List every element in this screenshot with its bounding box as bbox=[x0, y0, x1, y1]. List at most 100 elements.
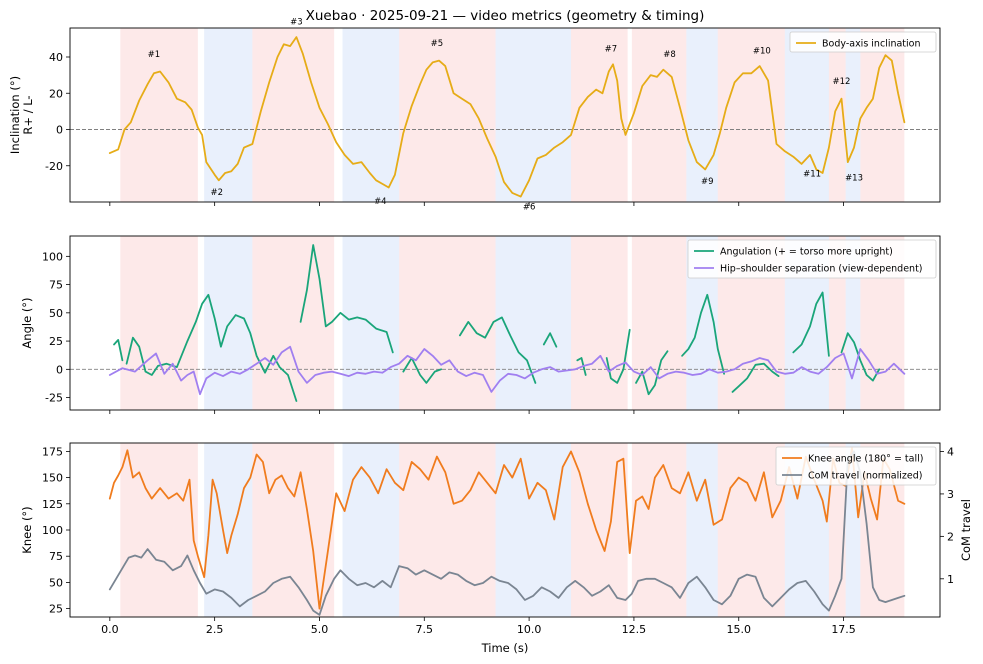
legend-entry-0: Angulation (+ = torso more upright) bbox=[720, 247, 893, 258]
y-tick-label-0: -25 bbox=[45, 392, 63, 405]
phase-span-5 bbox=[495, 28, 572, 202]
legend-entry-0: Body-axis inclination bbox=[822, 39, 921, 50]
phase-span-7 bbox=[631, 28, 687, 202]
phase-span-3 bbox=[342, 28, 400, 202]
phase-span-1 bbox=[204, 28, 253, 202]
peak-label-1: #2 bbox=[210, 188, 223, 198]
plot-area bbox=[70, 28, 940, 202]
phase-span-6 bbox=[571, 28, 628, 202]
series-line-0-segment-12 bbox=[840, 332, 881, 382]
phase-span-4 bbox=[399, 28, 496, 202]
legend-box bbox=[775, 446, 937, 486]
phase-span-2 bbox=[252, 28, 335, 202]
phase-span-8 bbox=[686, 28, 718, 202]
series-line-0-segment-11 bbox=[792, 291, 830, 357]
peak-label-7: #8 bbox=[663, 50, 676, 60]
series-line-0-segment-8 bbox=[635, 350, 669, 396]
series-line-0-segment-0 bbox=[113, 339, 124, 362]
series-line-0-segment-0 bbox=[108, 447, 906, 610]
peak-label-12: #13 bbox=[845, 173, 863, 183]
phase-span-4 bbox=[399, 236, 496, 410]
panel-angle: -25 0 25 50 75 100 Angle (°) Angulation (+ = to… bbox=[20, 235, 941, 414]
x-tick-label-0: 0.0 bbox=[101, 623, 119, 636]
x-tick-label-3: 7.5 bbox=[416, 623, 434, 636]
y-tick-label-2: 20 bbox=[49, 87, 63, 100]
phase-span-11 bbox=[828, 236, 846, 410]
phase-span-9 bbox=[717, 28, 785, 202]
phase-span-3 bbox=[342, 443, 400, 617]
series-line-0-segment-1 bbox=[125, 293, 298, 402]
x-tick-label-5: 12.5 bbox=[622, 623, 647, 636]
x-tick-label-4: 10.0 bbox=[517, 623, 542, 636]
y-axis-label-secondary: R+ / L- bbox=[21, 95, 35, 134]
y-tick-label-1: 0 bbox=[56, 363, 63, 376]
legend-entry-1: Hip–shoulder separation (view-dependent) bbox=[720, 264, 923, 275]
y-axis-label: Inclination (°) bbox=[8, 76, 22, 154]
phase-span-6 bbox=[571, 443, 628, 617]
y-tick-label-6: 175 bbox=[42, 445, 63, 458]
phase-span-7 bbox=[631, 443, 687, 617]
series-line-0-segment-9 bbox=[681, 293, 725, 375]
axes-frame bbox=[69, 27, 941, 203]
phase-span-13 bbox=[860, 28, 905, 202]
phase-span-0 bbox=[120, 236, 198, 410]
phase-span-4 bbox=[399, 443, 496, 617]
x-axis-label: Time (s) bbox=[481, 641, 529, 655]
axes-frame bbox=[69, 235, 941, 411]
y-tick-label-3: 100 bbox=[42, 524, 63, 537]
y-tick-label-0: 25 bbox=[49, 603, 63, 616]
series-line-0-segment-6 bbox=[576, 357, 587, 376]
peak-label-9: #10 bbox=[753, 46, 771, 56]
series-line-1-segment-0 bbox=[108, 345, 906, 396]
y-tick-label-4: 125 bbox=[42, 498, 63, 511]
phase-span-0 bbox=[120, 443, 198, 617]
panel-knee: 0.0 2.5 5.0 7.5 10.0 12.5 15.0 17.5 25 50 75 100 125… bbox=[20, 442, 973, 636]
phase-span-9 bbox=[717, 443, 785, 617]
peak-label-8: #9 bbox=[701, 177, 714, 187]
legend-entry-1: CoM travel (normalized) bbox=[808, 471, 922, 482]
series-line-0-segment-4 bbox=[459, 316, 537, 384]
panel-inclination: #1#2#3#4#5#6#7#8#9#10#11#12#13-2002040In… bbox=[8, 17, 941, 212]
peak-label-5: #6 bbox=[523, 202, 536, 212]
y-right-tick-label-3: 4 bbox=[947, 445, 954, 458]
phase-span-7 bbox=[631, 236, 687, 410]
y-tick-label-3: 50 bbox=[49, 307, 63, 320]
phase-span-11 bbox=[828, 28, 846, 202]
series-line-1-segment-0 bbox=[108, 450, 906, 616]
series-line-0-segment-0 bbox=[108, 36, 906, 198]
y-right-tick-label-1: 2 bbox=[947, 530, 954, 543]
y-tick-label-3: 40 bbox=[49, 51, 63, 64]
series-line-0-segment-3 bbox=[402, 357, 442, 384]
legend-box bbox=[789, 31, 937, 53]
peak-label-6: #7 bbox=[605, 45, 618, 55]
peak-label-10: #11 bbox=[803, 170, 821, 180]
legend-entry-0: Knee angle (180° = tall) bbox=[808, 454, 923, 465]
chart-title: Xuebao · 2025-09-21 — video metrics (geo… bbox=[306, 8, 705, 24]
y-right-axis-label: CoM travel bbox=[959, 499, 973, 561]
y-tick-label-1: 50 bbox=[49, 576, 63, 589]
y-right-tick-label-0: 1 bbox=[947, 573, 954, 586]
phase-span-2 bbox=[252, 236, 335, 410]
phase-span-6 bbox=[571, 236, 628, 410]
phase-span-2 bbox=[252, 443, 335, 617]
y-tick-label-5: 100 bbox=[42, 250, 63, 263]
x-tick-label-7: 17.5 bbox=[831, 623, 856, 636]
series-line-0-segment-5 bbox=[542, 332, 558, 348]
phase-span-1 bbox=[204, 236, 253, 410]
y-tick-label-2: 75 bbox=[49, 550, 63, 563]
y-tick-label-4: 75 bbox=[49, 279, 63, 292]
x-tick-label-6: 15.0 bbox=[726, 623, 751, 636]
y-right-tick-label-2: 3 bbox=[947, 488, 954, 501]
series-line-0-segment-10 bbox=[731, 362, 780, 393]
series-line-0-segment-2 bbox=[299, 244, 394, 354]
phase-span-12 bbox=[845, 443, 861, 617]
phase-span-5 bbox=[495, 236, 572, 410]
x-tick-label-2: 5.0 bbox=[311, 623, 329, 636]
y-axis-label: Angle (°) bbox=[20, 297, 34, 348]
y-tick-label-0: -20 bbox=[45, 160, 63, 173]
legend: Angulation (+ = torso more upright) Hip–s… bbox=[687, 239, 937, 279]
peak-label-11: #12 bbox=[832, 77, 850, 87]
legend: Body-axis inclination bbox=[789, 31, 937, 53]
phase-span-12 bbox=[845, 236, 861, 410]
